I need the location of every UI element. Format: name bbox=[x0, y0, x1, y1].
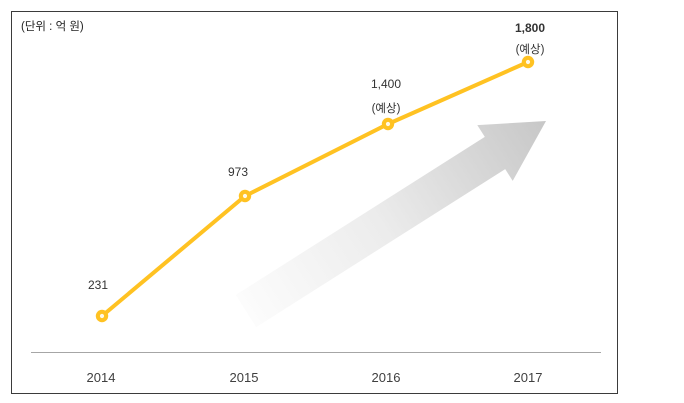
data-label-2015: 973 bbox=[227, 165, 249, 179]
x-tick-2016: 2016 bbox=[371, 370, 401, 385]
x-tick-2017: 2017 bbox=[513, 370, 543, 385]
x-tick-2015: 2015 bbox=[229, 370, 259, 385]
trend-arrow-icon bbox=[235, 121, 547, 328]
data-sublabel-2017: (예상) bbox=[515, 44, 545, 56]
data-point-marker-2016 bbox=[381, 117, 395, 131]
data-sublabel-2016: (예상) bbox=[371, 103, 401, 115]
data-point-marker-2014 bbox=[95, 309, 109, 323]
line-chart-svg bbox=[31, 55, 601, 353]
chart-frame: (단위 : 억 원) bbox=[11, 11, 618, 394]
x-tick-2014: 2014 bbox=[86, 370, 116, 385]
data-label-2014: 231 bbox=[87, 278, 109, 292]
unit-label: (단위 : 억 원) bbox=[21, 21, 84, 33]
data-point-marker-2015 bbox=[238, 189, 252, 203]
data-label-2016: 1,400 bbox=[370, 77, 402, 91]
series-line bbox=[100, 60, 530, 318]
data-point-marker-2017 bbox=[521, 55, 535, 69]
data-label-2017: 1,800 bbox=[514, 21, 546, 35]
